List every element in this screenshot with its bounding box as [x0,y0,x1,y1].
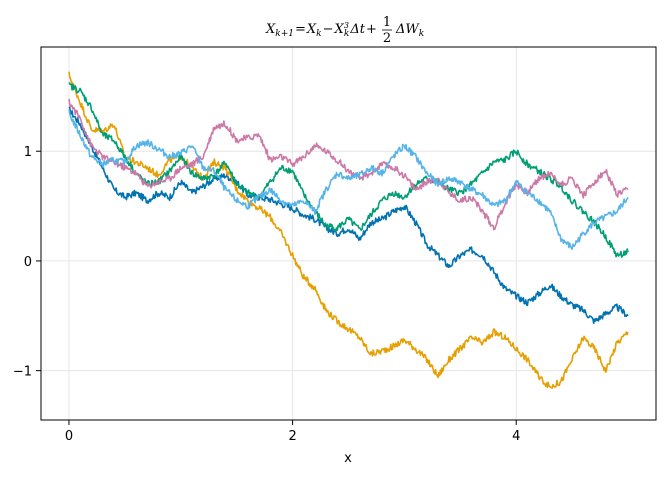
plot-frame [40,46,657,421]
x-tick-label: 2 [288,429,296,444]
title-delta-w: ΔW [395,22,420,37]
series-line-5 [68,109,629,250]
title-eq: = [295,22,306,37]
series-line-4 [68,98,629,231]
x-tick-label: 4 [512,429,520,444]
title-x1: X [306,22,317,37]
series-line-1 [68,106,629,324]
title-x2-sub: k [344,29,349,39]
chart-title: Xk+1=Xk−X3 kΔt+ 1 2 ΔWk [265,15,424,46]
title-plus: + [366,22,377,37]
x-axis-label: x [344,451,352,466]
y-tick-label: −1 [13,365,32,380]
y-axis: −1 0 1 [13,145,41,380]
title-delta-t: Δt [349,22,365,37]
axes-box [40,46,657,421]
title-lhs-sub: k+1 [275,29,294,39]
title-lhs: X [265,22,276,37]
title-w-sub: k [419,29,424,39]
title-minus: − [323,22,334,37]
title-frac-den: 2 [383,31,391,46]
title-frac-num: 1 [383,15,391,30]
x-axis: 0 2 4 [65,420,520,444]
svg-text:ΔWk: ΔWk [395,22,424,39]
series-line-2 [68,71,629,389]
x-tick-label: 0 [65,429,73,444]
series-group [68,71,629,389]
series-line-3 [68,82,629,258]
title-x2-sup: 3 [344,21,349,30]
y-tick-label: 1 [24,145,32,160]
grid [41,47,656,420]
title-x1-sub: k [316,29,321,39]
y-tick-label: 0 [24,255,32,270]
title-x2: X [334,22,345,37]
